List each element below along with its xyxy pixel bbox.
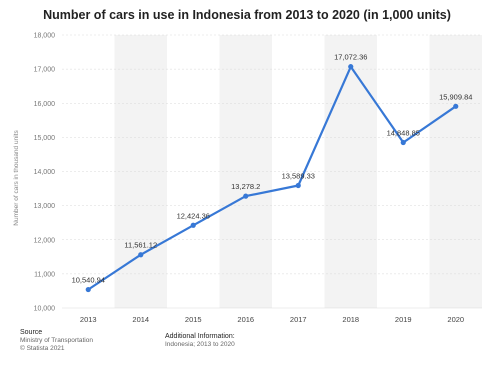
data-label: 11,561.12 <box>124 241 157 250</box>
additional-info-block: Additional Information: Indonesia; 2013 … <box>165 333 235 349</box>
copyright-line: © Statista 2021 <box>20 345 65 352</box>
x-tick-label: 2015 <box>185 315 202 324</box>
y-axis-label: Number of cars in thousand units <box>13 130 20 226</box>
data-label: 12,424.36 <box>177 211 210 220</box>
source-heading: Source <box>20 329 43 336</box>
y-tick-labels: 10,000 11,000 12,000 13,000 14,000 15,000 16,0… <box>34 33 56 313</box>
x-tick-label: 2016 <box>237 315 254 324</box>
data-point[interactable] <box>138 252 144 258</box>
y-tick-label: 12,000 <box>34 237 56 244</box>
data-point[interactable] <box>190 222 196 228</box>
y-tick-label: 11,000 <box>34 271 55 278</box>
series-line <box>87 65 457 291</box>
data-label: 13,278.2 <box>231 182 260 191</box>
series-line-group <box>87 65 457 291</box>
y-tick-label: 10,000 <box>34 306 56 313</box>
data-point[interactable] <box>400 139 406 146</box>
data-labels: 10,540.94 11,561.12 12,424.36 13,278.2 13,58… <box>72 53 473 285</box>
x-tick-label: 2018 <box>342 315 359 324</box>
y-tick-label: 17,000 <box>34 67 56 74</box>
y-tick-label: 16,000 <box>34 101 56 108</box>
gridlines <box>62 34 482 309</box>
x-tick-label: 2019 <box>395 315 412 324</box>
chart-title: Number of cars in use in Indonesia from … <box>43 8 451 22</box>
data-label: 17,072.36 <box>334 53 367 62</box>
additional-info-line: Indonesia; 2013 to 2020 <box>165 341 235 348</box>
data-label: 13,589.33 <box>282 172 315 181</box>
x-tick-label: 2013 <box>80 315 97 324</box>
source-block: Source Ministry of Transportation © Stat… <box>20 329 93 353</box>
data-points <box>85 64 459 293</box>
data-point[interactable] <box>295 182 301 189</box>
y-tick-label: 15,000 <box>34 135 56 142</box>
data-point[interactable] <box>348 64 354 70</box>
data-label: 14,848.85 <box>387 129 420 138</box>
y-tick-label: 13,000 <box>34 203 56 210</box>
additional-info-heading: Additional Information: <box>165 333 235 340</box>
x-tick-label: 2017 <box>290 315 307 324</box>
data-label: 10,540.94 <box>72 276 105 285</box>
data-point[interactable] <box>243 193 249 199</box>
x-tick-label: 2020 <box>447 315 464 324</box>
y-tick-label: 18,000 <box>34 33 56 40</box>
x-tick-label: 2014 <box>132 315 149 324</box>
y-tick-label: 14,000 <box>34 169 56 176</box>
data-label: 15,909.84 <box>439 92 472 101</box>
source-line: Ministry of Transportation <box>20 337 93 344</box>
x-tick-labels: 2013 2014 2015 2016 2017 2018 2019 2020 <box>80 315 464 324</box>
data-point[interactable] <box>453 103 459 109</box>
data-point[interactable] <box>85 286 91 293</box>
